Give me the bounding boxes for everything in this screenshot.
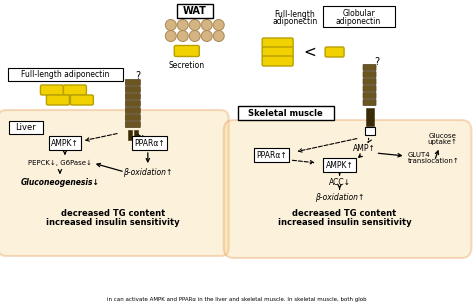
Circle shape <box>201 31 212 42</box>
FancyBboxPatch shape <box>125 121 140 128</box>
Circle shape <box>165 31 176 42</box>
FancyBboxPatch shape <box>125 87 140 92</box>
Text: Full-length adiponectin: Full-length adiponectin <box>21 69 109 79</box>
FancyBboxPatch shape <box>64 85 86 95</box>
Text: ACC↓: ACC↓ <box>328 177 351 186</box>
Text: ?: ? <box>135 71 140 81</box>
FancyBboxPatch shape <box>237 106 334 120</box>
Text: Full-length: Full-length <box>274 9 315 18</box>
FancyBboxPatch shape <box>224 120 472 258</box>
Bar <box>365 108 374 126</box>
Text: WAT: WAT <box>183 6 207 16</box>
Text: Skeletal muscle: Skeletal muscle <box>248 109 323 118</box>
FancyBboxPatch shape <box>125 114 140 121</box>
Text: PPARα↑: PPARα↑ <box>256 151 287 159</box>
Text: PEPCK↓, G6Pase↓: PEPCK↓, G6Pase↓ <box>28 160 92 166</box>
Text: decreased TG content: decreased TG content <box>61 208 165 218</box>
FancyBboxPatch shape <box>262 56 293 66</box>
Text: adiponectin: adiponectin <box>272 17 317 25</box>
Text: in can activate AMPK and PPARα in the liver and skeletal muscle. In skeletal mus: in can activate AMPK and PPARα in the li… <box>107 297 366 303</box>
Circle shape <box>213 20 224 31</box>
FancyBboxPatch shape <box>262 38 293 48</box>
Bar <box>365 127 374 135</box>
FancyBboxPatch shape <box>46 95 69 105</box>
Text: Globular: Globular <box>342 9 375 17</box>
Text: adiponectin: adiponectin <box>336 17 381 25</box>
Text: AMPK↑: AMPK↑ <box>326 161 354 170</box>
FancyBboxPatch shape <box>71 95 93 105</box>
FancyBboxPatch shape <box>323 6 394 27</box>
FancyBboxPatch shape <box>0 110 229 256</box>
Circle shape <box>177 20 188 31</box>
FancyBboxPatch shape <box>363 99 376 106</box>
Circle shape <box>213 31 224 42</box>
Text: Glucose: Glucose <box>428 133 456 139</box>
FancyBboxPatch shape <box>262 47 293 57</box>
FancyBboxPatch shape <box>174 46 199 57</box>
Text: <: < <box>303 44 316 59</box>
FancyBboxPatch shape <box>125 107 140 114</box>
FancyBboxPatch shape <box>8 68 123 81</box>
Bar <box>134 130 138 140</box>
Text: Liver: Liver <box>16 122 36 132</box>
FancyBboxPatch shape <box>363 65 376 70</box>
Text: AMPK↑: AMPK↑ <box>51 139 79 147</box>
Bar <box>128 130 132 140</box>
Text: AMP↑: AMP↑ <box>353 144 376 152</box>
Text: ?: ? <box>374 57 379 67</box>
Text: PPARα↑: PPARα↑ <box>135 139 165 147</box>
FancyBboxPatch shape <box>325 47 344 57</box>
Text: β-oxidation↑: β-oxidation↑ <box>315 192 364 201</box>
Circle shape <box>201 20 212 31</box>
Text: increased insulin sensitivity: increased insulin sensitivity <box>46 218 180 226</box>
Text: increased insulin sensitivity: increased insulin sensitivity <box>278 218 411 226</box>
Text: Secretion: Secretion <box>169 61 205 70</box>
Circle shape <box>189 31 200 42</box>
Text: Gluconeogenesis↓: Gluconeogenesis↓ <box>20 177 100 186</box>
Circle shape <box>165 20 176 31</box>
FancyBboxPatch shape <box>125 94 140 99</box>
FancyBboxPatch shape <box>125 100 140 106</box>
Text: decreased TG content: decreased TG content <box>292 208 397 218</box>
FancyBboxPatch shape <box>363 72 376 77</box>
Text: GLUT4: GLUT4 <box>408 152 430 158</box>
FancyBboxPatch shape <box>125 80 140 85</box>
FancyBboxPatch shape <box>363 85 376 91</box>
FancyBboxPatch shape <box>363 79 376 84</box>
FancyBboxPatch shape <box>177 4 213 18</box>
FancyBboxPatch shape <box>363 92 376 99</box>
Text: uptake↑: uptake↑ <box>428 139 457 145</box>
Text: β-oxidation↑: β-oxidation↑ <box>123 167 173 177</box>
FancyBboxPatch shape <box>9 121 43 134</box>
Circle shape <box>189 20 200 31</box>
Text: translocation↑: translocation↑ <box>408 158 459 164</box>
Circle shape <box>177 31 188 42</box>
FancyBboxPatch shape <box>40 85 64 95</box>
